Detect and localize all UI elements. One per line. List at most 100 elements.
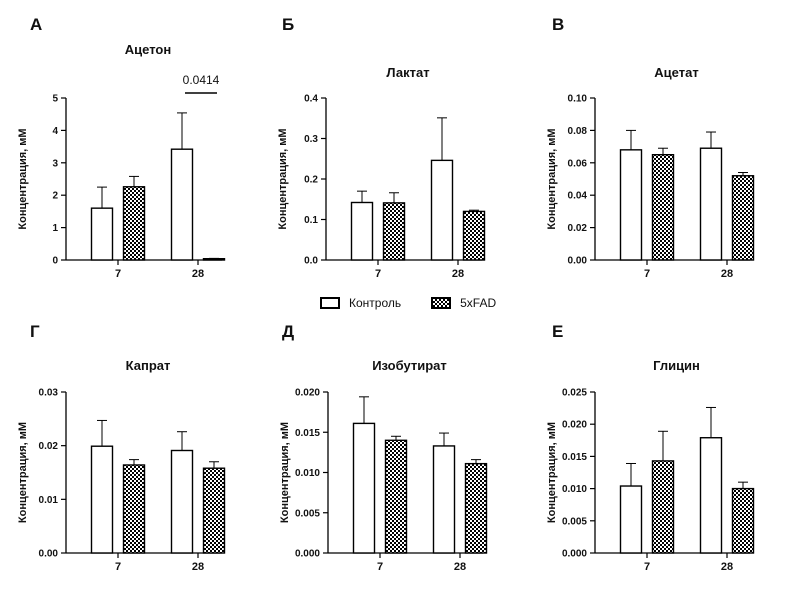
bar-control-28 xyxy=(170,148,194,261)
bar-control-7 xyxy=(90,207,114,261)
legend-swatch-5xfad xyxy=(431,297,452,309)
bar-control-7 xyxy=(352,422,376,554)
y-tick-label: 0.005 xyxy=(562,516,587,527)
bar-control-28 xyxy=(699,437,723,554)
y-tick-label: 0.0 xyxy=(304,256,318,267)
chart-panel-4: Г Капрат Концентрация, мМ 0.00 0.01 0.02 0.03 7… xyxy=(17,322,226,573)
y-tick-label: 0.2 xyxy=(304,175,318,186)
y-tick-label: 0.020 xyxy=(295,388,320,399)
legend-label-5xfad: 5xFAD xyxy=(460,296,497,310)
bar-control-28 xyxy=(170,449,194,554)
x-tick-label: 7 xyxy=(115,561,121,573)
bar-control-7 xyxy=(619,149,643,261)
x-tick-label: 7 xyxy=(377,561,383,573)
y-tick-label: 0.08 xyxy=(568,126,588,137)
bar-control-7 xyxy=(619,485,643,554)
x-tick-label: 28 xyxy=(721,561,733,573)
y-tick-label: 0.4 xyxy=(304,94,318,105)
x-tick-label: 28 xyxy=(454,561,466,573)
legend-swatch-control xyxy=(320,297,340,309)
y-tick-label: 0.000 xyxy=(295,549,320,560)
y-tick-label: 0.06 xyxy=(568,158,588,169)
y-tick-label: 1 xyxy=(52,223,58,234)
bar-control-28 xyxy=(432,445,456,554)
y-tick-label: 0.10 xyxy=(568,94,588,105)
bar-control-28 xyxy=(430,159,454,261)
panel-letter: Г xyxy=(30,322,40,341)
y-tick-label: 0.3 xyxy=(304,134,318,145)
legend-item-control: Контроль xyxy=(320,296,401,310)
bar-5xfad-28 xyxy=(731,175,755,261)
bar-5xfad-7 xyxy=(122,186,146,261)
y-tick-label: 2 xyxy=(52,191,58,202)
bar-control-28 xyxy=(699,147,723,261)
y-tick-label: 0.005 xyxy=(295,508,320,519)
y-tick-label: 0.020 xyxy=(562,420,587,431)
x-tick-label: 28 xyxy=(452,268,464,280)
x-tick-label: 7 xyxy=(644,561,650,573)
chart-title: Глицин xyxy=(653,358,700,373)
significance-p-value: 0.0414 xyxy=(183,73,220,87)
panel-letter: В xyxy=(552,15,564,34)
bar-5xfad-28 xyxy=(731,487,755,554)
chart-panel-2: Б Лактат Концентрация, мМ 0.0 0.1 0.2 0.3 0.4 7 2… xyxy=(277,15,486,280)
y-axis-label: Концентрация, мМ xyxy=(17,422,29,523)
bar-5xfad-28 xyxy=(462,210,486,261)
x-tick-label: 7 xyxy=(115,268,121,280)
y-tick-label: 3 xyxy=(52,158,58,169)
x-tick-label: 7 xyxy=(644,268,650,280)
y-tick-label: 0.04 xyxy=(568,191,588,202)
chart-title: Изобутират xyxy=(372,358,447,373)
y-tick-label: 0.015 xyxy=(562,452,587,463)
panel-letter: Б xyxy=(282,15,294,34)
legend-item-5xfad: 5xFAD xyxy=(431,296,496,310)
panel-letter: А xyxy=(30,15,42,34)
chart-panel-3: В Ацетат Концентрация, мМ 0.00 0.02 0.04 0.06 0… xyxy=(546,15,755,280)
y-tick-label: 0.00 xyxy=(568,256,588,267)
x-tick-label: 28 xyxy=(192,268,204,280)
legend-label-control: Контроль xyxy=(349,296,402,310)
y-tick-label: 0.03 xyxy=(39,388,59,399)
chart-title: Ацетон xyxy=(125,42,171,57)
bar-5xfad-28 xyxy=(202,258,226,261)
chart-panel-5: Д Изобутират Концентрация, мМ 0.000 0.005 0.0… xyxy=(279,322,488,573)
y-tick-label: 0.010 xyxy=(295,468,320,479)
panel-letter: Д xyxy=(282,322,294,341)
y-tick-label: 0.010 xyxy=(562,484,587,495)
bar-5xfad-7 xyxy=(651,460,675,554)
y-tick-label: 0.015 xyxy=(295,428,320,439)
bar-5xfad-28 xyxy=(202,467,226,554)
bar-5xfad-7 xyxy=(384,439,408,554)
y-tick-label: 0.02 xyxy=(39,441,59,452)
y-tick-label: 4 xyxy=(52,126,58,137)
bar-5xfad-7 xyxy=(382,202,406,261)
bar-control-7 xyxy=(350,201,374,261)
bar-control-7 xyxy=(90,445,114,554)
chart-title: Капрат xyxy=(126,358,171,373)
y-tick-label: 0 xyxy=(52,256,58,267)
x-tick-label: 7 xyxy=(375,268,381,280)
y-tick-label: 0.00 xyxy=(39,549,59,560)
bar-5xfad-7 xyxy=(651,153,675,261)
y-axis-label: Концентрация, мМ xyxy=(17,128,29,229)
chart-panel-1: А Ацетон Концентрация, мМ 0 1 2 3 4 5 7 28 0.0414 xyxy=(17,15,226,280)
legend: Контроль 5xFAD xyxy=(320,296,496,310)
y-tick-label: 5 xyxy=(52,94,58,105)
chart-panel-6: Е Глицин Концентрация, мМ 0.000 0.005 0.010 0.… xyxy=(546,322,755,573)
y-tick-label: 0.1 xyxy=(304,215,318,226)
x-tick-label: 28 xyxy=(192,561,204,573)
y-axis-label: Концентрация, мМ xyxy=(546,128,558,229)
x-tick-label: 28 xyxy=(721,268,733,280)
chart-title: Лактат xyxy=(386,65,429,80)
y-axis-label: Концентрация, мМ xyxy=(277,128,289,229)
panel-letter: Е xyxy=(552,322,563,341)
bar-5xfad-7 xyxy=(122,464,146,554)
y-axis-label: Концентрация, мМ xyxy=(546,422,558,523)
y-tick-label: 0.01 xyxy=(39,495,59,506)
chart-title: Ацетат xyxy=(654,65,698,80)
bar-5xfad-28 xyxy=(464,462,488,554)
y-tick-label: 0.000 xyxy=(562,549,587,560)
y-tick-label: 0.025 xyxy=(562,388,587,399)
y-axis-label: Концентрация, мМ xyxy=(279,422,291,523)
